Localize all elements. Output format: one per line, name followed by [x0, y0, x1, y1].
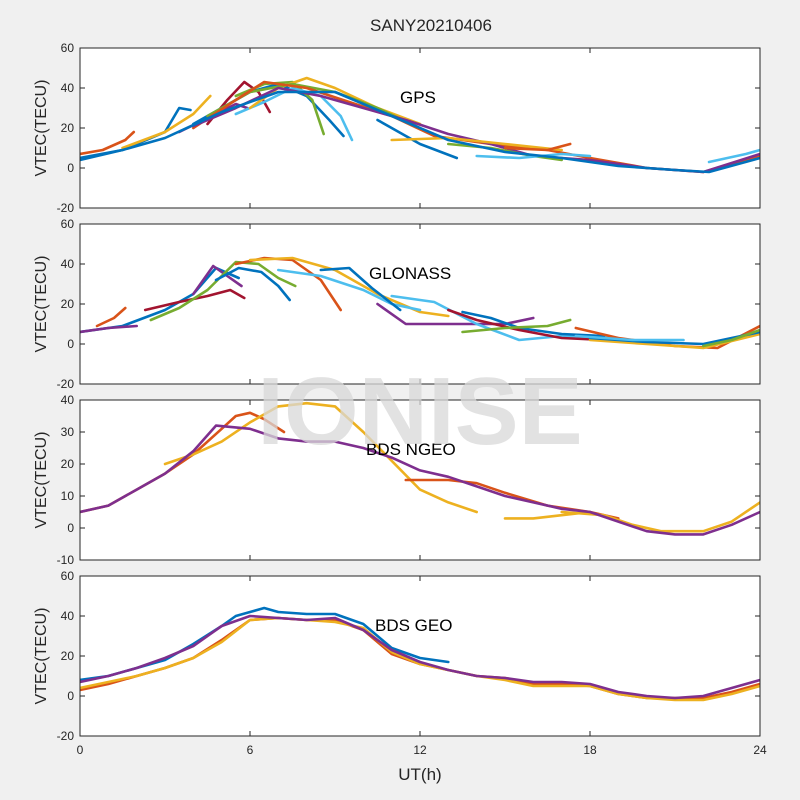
- series-group: [80, 76, 760, 174]
- series-line-4: [143, 288, 246, 312]
- series-line-3: [192, 264, 243, 296]
- x-tick-label: 24: [753, 743, 767, 757]
- plot-area: [80, 576, 760, 736]
- y-tick-label: 40: [61, 257, 75, 271]
- y-tick-label: 20: [61, 121, 75, 135]
- x-tick-label: 0: [77, 743, 84, 757]
- y-tick-label: 40: [61, 81, 75, 95]
- series-line-14: [446, 308, 606, 342]
- series-line-2: [95, 306, 127, 328]
- series-line-19: [574, 334, 685, 342]
- series-line-3: [121, 94, 212, 150]
- series-line-21: [80, 324, 138, 334]
- y-axis-label: VTEC(TECU): [33, 80, 50, 177]
- y-tick-label: 0: [67, 689, 74, 703]
- series-line-2: [163, 401, 479, 514]
- y-tick-label: 40: [61, 609, 75, 623]
- plot-area: [80, 224, 760, 384]
- x-tick-label: 12: [413, 743, 427, 757]
- x-tick-label: 18: [583, 743, 597, 757]
- series-line-6: [214, 266, 292, 302]
- panel-2: -20 0 20 40 60 VTEC(TECU) GLONASS: [33, 217, 761, 391]
- y-tick-label: 60: [61, 41, 75, 55]
- series-line-5: [560, 501, 760, 533]
- y-tick-label: 40: [61, 393, 75, 407]
- y-tick-label: -10: [57, 553, 75, 567]
- series-line-5: [149, 260, 297, 322]
- series-group: [80, 256, 760, 350]
- y-tick-label: 60: [61, 217, 75, 231]
- series-line-9: [276, 268, 422, 312]
- y-axis-label: VTEC(TECU): [33, 432, 50, 529]
- series-line-20: [701, 328, 760, 348]
- series-line-8: [248, 256, 450, 318]
- series-line-19: [707, 148, 760, 164]
- panel-annotation: BDS NGEO: [366, 440, 456, 459]
- series-group: [80, 606, 760, 702]
- series-line-12: [390, 294, 620, 342]
- series-line-2: [80, 130, 136, 156]
- y-tick-label: 60: [61, 569, 75, 583]
- series-line-4: [80, 614, 760, 700]
- series-line-15: [461, 318, 572, 334]
- series-group: [80, 401, 760, 536]
- y-tick-label: -20: [57, 201, 75, 215]
- y-tick-label: 0: [67, 161, 74, 175]
- y-tick-label: 30: [61, 425, 75, 439]
- y-tick-label: 20: [61, 649, 75, 663]
- series-line-10: [319, 266, 402, 312]
- figure-title: SANY20210406: [370, 16, 492, 35]
- y-tick-label: 10: [61, 489, 75, 503]
- y-axis-label: VTEC(TECU): [33, 608, 50, 705]
- panel-3: -10 0 10 20 30 40 VTEC(TECU) BDS NGEO: [33, 393, 761, 567]
- series-line-3: [80, 616, 760, 702]
- series-line-17: [503, 142, 572, 152]
- panel-annotation: GPS: [400, 88, 436, 107]
- y-tick-label: 20: [61, 297, 75, 311]
- watermark: IONISE: [257, 358, 582, 465]
- panel-annotation: BDS GEO: [375, 616, 452, 635]
- panel-annotation: GLONASS: [369, 264, 451, 283]
- series-line-11: [376, 302, 535, 326]
- y-tick-label: -20: [57, 377, 75, 391]
- x-axis-label: UT(h): [398, 765, 441, 784]
- series-line-18: [80, 90, 760, 174]
- y-tick-label: 20: [61, 457, 75, 471]
- series-line-14: [390, 136, 564, 152]
- y-axis-label: VTEC(TECU): [33, 256, 50, 353]
- panel-1: -20 0 20 40 60 VTEC(TECU) GPS: [33, 41, 761, 215]
- y-tick-label: 0: [67, 337, 74, 351]
- x-tick-label: 6: [247, 743, 254, 757]
- y-tick-label: -20: [57, 729, 75, 743]
- y-tick-label: 0: [67, 521, 74, 535]
- series-line-6: [80, 424, 760, 536]
- series-line-13: [376, 118, 459, 160]
